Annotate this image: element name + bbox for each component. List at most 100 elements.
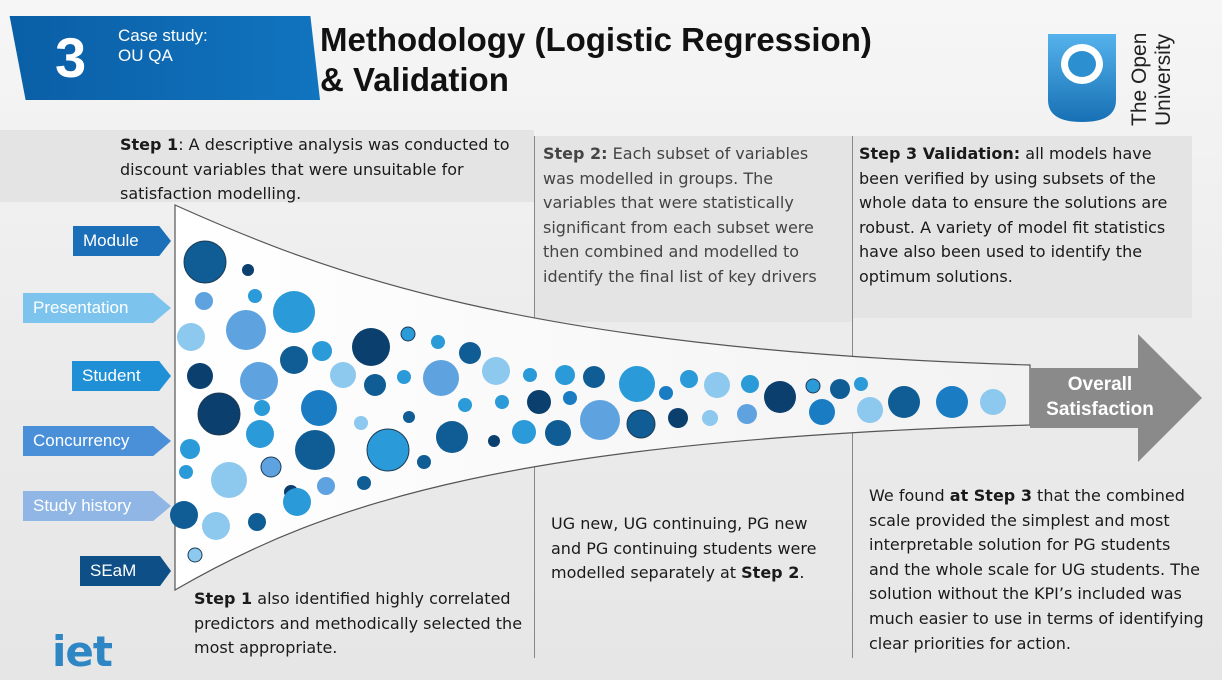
bubble	[458, 398, 472, 412]
bubble	[555, 365, 575, 385]
section-badge: 3 Case study: OU QA	[9, 16, 320, 100]
bubble	[580, 400, 620, 440]
bubble	[400, 326, 416, 342]
step2-note-tail: .	[799, 563, 805, 583]
bubble	[295, 430, 335, 470]
bubble	[242, 264, 254, 276]
bubble	[888, 386, 920, 418]
bubble	[183, 240, 227, 284]
bubble	[352, 328, 390, 366]
step2-band	[534, 136, 852, 322]
category-concurrency: Concurrency	[23, 426, 171, 456]
bubble	[737, 404, 757, 424]
step1-text: : A descriptive analysis was conducted t…	[120, 135, 510, 204]
category-label: Presentation	[33, 298, 129, 317]
bubble	[211, 462, 247, 498]
bubble	[179, 465, 193, 479]
bubble-cloud	[170, 240, 1006, 563]
bubble	[523, 368, 537, 382]
step2-text: Each subset of variables was modelled in…	[543, 144, 817, 286]
bubble	[764, 381, 796, 413]
bubble	[260, 456, 282, 478]
bubble	[563, 391, 577, 405]
bubble	[459, 342, 481, 364]
bubble	[397, 370, 411, 384]
bubble	[283, 488, 311, 516]
bubble	[512, 420, 536, 444]
step3-band	[852, 136, 1192, 318]
step2-note-heading: Step 2	[741, 563, 800, 583]
bubble	[317, 477, 335, 495]
bubble	[403, 411, 415, 423]
bubble	[619, 366, 655, 402]
bubble	[488, 435, 500, 447]
page-title: Methodology (Logistic Regression) & Vali…	[320, 21, 872, 98]
bubble	[805, 378, 821, 394]
bubble	[830, 379, 850, 399]
bubble	[197, 392, 241, 436]
category-label: Module	[83, 231, 139, 250]
bubble	[354, 416, 368, 430]
step2-note: UG new, UG continuing, PG new and PG con…	[551, 512, 841, 586]
bubble	[301, 390, 337, 426]
bubble	[195, 292, 213, 310]
bubble	[854, 377, 868, 391]
step2-description: Step 2: Each subset of variables was mod…	[543, 142, 833, 290]
bubble	[545, 420, 571, 446]
step1-note-text: also identified highly correlated predic…	[194, 589, 523, 658]
category-module: Module	[73, 226, 171, 256]
bubble	[431, 335, 445, 349]
bubble	[248, 289, 262, 303]
step3-note-pre: We found	[869, 486, 950, 505]
category-label: Concurrency	[33, 431, 130, 450]
category-label: Study history	[33, 496, 132, 515]
category-label: Student	[82, 366, 141, 385]
iet-logo: iet	[52, 627, 113, 676]
bubble	[980, 389, 1006, 415]
bubble	[364, 374, 386, 396]
step3-note: We found at Step 3 that the combined sca…	[869, 484, 1204, 656]
bubble	[170, 501, 198, 529]
category-student: Student	[72, 361, 171, 391]
bubble	[187, 547, 203, 563]
bubble	[248, 513, 266, 531]
step1-note-heading: Step 1	[194, 589, 253, 608]
category-study-history: Study history	[23, 491, 171, 521]
bubble	[680, 370, 698, 388]
bubble	[668, 408, 688, 428]
bubble	[436, 421, 468, 453]
overall-satisfaction-arrow	[1030, 334, 1202, 462]
bubble	[857, 397, 883, 423]
bubble	[741, 375, 759, 393]
bubble	[312, 341, 332, 361]
bubble	[423, 360, 459, 396]
open-university-keyhole-icon	[1048, 34, 1116, 122]
step2-heading: Step 2:	[543, 144, 608, 163]
bubble	[254, 400, 270, 416]
bubble	[366, 428, 410, 472]
category-label: SEaM	[90, 561, 137, 580]
bubble	[482, 357, 510, 385]
category-seam: SEaM	[80, 556, 171, 586]
bubble	[702, 410, 718, 426]
bubble	[527, 390, 551, 414]
bubble	[936, 386, 968, 418]
bubble	[583, 366, 605, 388]
bubble	[626, 409, 656, 439]
overall-satisfaction-label: Overall Satisfaction	[1046, 374, 1154, 420]
bubble	[273, 291, 315, 333]
category-presentation: Presentation	[23, 293, 171, 323]
bubble	[330, 362, 356, 388]
step1-description: Step 1: A descriptive analysis was condu…	[120, 133, 525, 207]
bubble	[246, 420, 274, 448]
step3-note-text: that the combined scale provided the sim…	[869, 486, 1204, 653]
step3-note-heading: at Step 3	[949, 486, 1032, 505]
bubble	[280, 346, 308, 374]
bubble	[187, 363, 213, 389]
bubble	[495, 395, 509, 409]
section-label: Case study: OU QA	[118, 26, 208, 65]
bubble	[180, 439, 200, 459]
step1-band	[0, 130, 534, 202]
bubble	[704, 372, 730, 398]
